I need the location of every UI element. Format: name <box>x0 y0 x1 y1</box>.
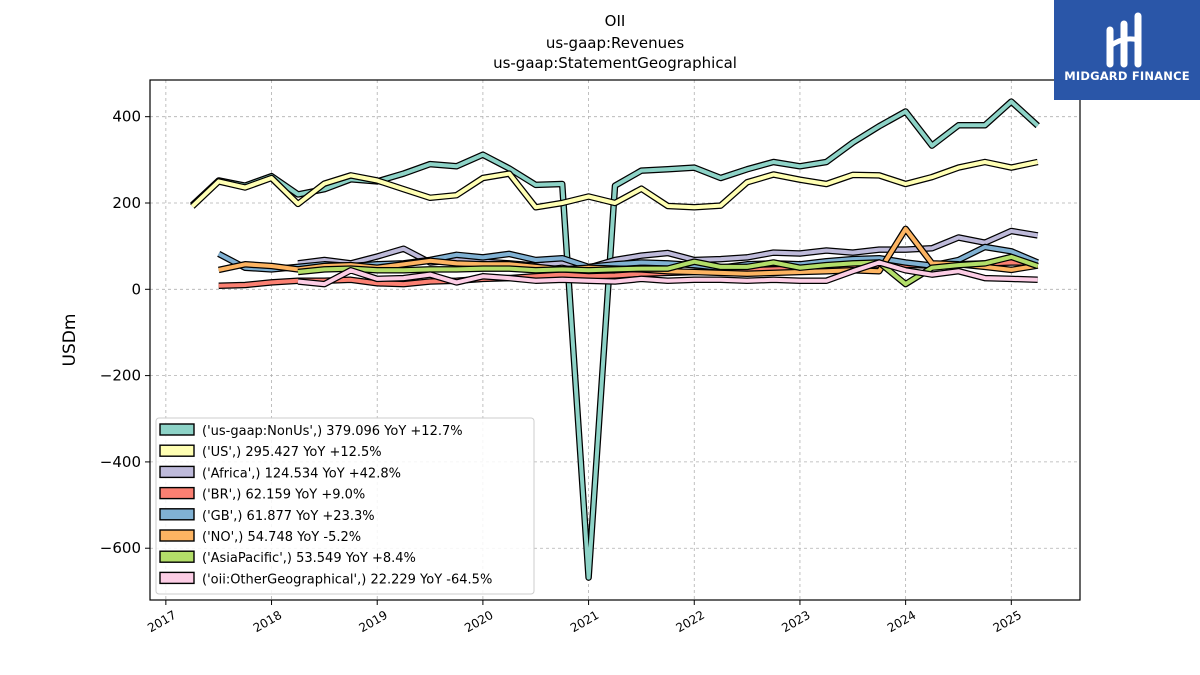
x-tick-label: 2018 <box>251 608 284 635</box>
legend-swatch <box>159 444 195 457</box>
legend-box <box>155 417 535 595</box>
legend-swatch <box>159 529 195 542</box>
legend-label: ('oii:OtherGeographical',) 22.229 YoY -6… <box>202 572 492 587</box>
legend-label: ('NO',) 54.748 YoY -5.2% <box>202 530 361 545</box>
y-tick-label: 200 <box>112 194 141 212</box>
legend-label: ('Africa',) 124.534 YoY +42.8% <box>202 466 401 481</box>
y-tick-label: −400 <box>100 453 141 471</box>
x-tick-label: 2024 <box>885 608 918 635</box>
y-tick-label: −600 <box>100 539 141 557</box>
legend-label: ('AsiaPacific',) 53.549 YoY +8.4% <box>202 551 416 566</box>
x-tick-label: 2021 <box>568 608 601 635</box>
series-line <box>297 254 1039 287</box>
x-tick-label: 2022 <box>674 608 707 635</box>
legend-swatch <box>159 550 195 563</box>
x-tick-label: 2023 <box>779 608 812 635</box>
series-lines <box>190 98 1040 581</box>
legend: ('us-gaap:NonUs',) 379.096 YoY +12.7% ('U… <box>155 417 535 595</box>
series-line <box>297 260 1038 287</box>
legend-swatch <box>159 465 195 479</box>
legend-swatch <box>159 423 195 436</box>
x-tick-label: 2017 <box>145 608 178 635</box>
x-axis-ticks: 2017 2018 2019 2020 2021 2022 2023 2024 2025 <box>145 600 1024 635</box>
y-tick-label: 0 <box>131 280 141 298</box>
brand-logo: MIDGARD FINANCE <box>1054 0 1200 100</box>
x-tick-label: 2025 <box>991 608 1024 635</box>
x-tick-label: 2019 <box>356 608 389 635</box>
y-tick-label: 400 <box>112 108 141 126</box>
y-axis-label: USDm <box>60 314 80 367</box>
y-axis-ticks: −600 −400 −200 0 200 400 <box>100 108 150 557</box>
legend-label: ('BR',) 62.159 YoY +9.0% <box>202 488 365 503</box>
legend-swatch <box>159 508 195 521</box>
brand-mark-icon <box>1106 12 1142 68</box>
x-tick-label: 2020 <box>462 608 495 635</box>
plot-frame <box>149 79 1081 601</box>
legend-swatch <box>159 486 195 500</box>
series-line <box>190 99 1040 580</box>
legend-swatch <box>159 571 195 585</box>
legend-label: ('US',) 295.427 YoY +12.5% <box>202 445 382 460</box>
legend-label: ('GB',) 61.877 YoY +23.3% <box>202 509 375 524</box>
brand-name: MIDGARD FINANCE <box>1064 69 1190 83</box>
chart-title: OII <box>605 12 626 30</box>
series-line <box>190 160 1039 210</box>
chart-subtitle-line-2: us-gaap:StatementGeographical <box>493 54 737 72</box>
legend-label: ('us-gaap:NonUs',) 379.096 YoY +12.7% <box>202 424 463 439</box>
y-tick-label: −200 <box>100 367 141 385</box>
chart-subtitle-line-1: us-gaap:Revenues <box>546 34 685 52</box>
